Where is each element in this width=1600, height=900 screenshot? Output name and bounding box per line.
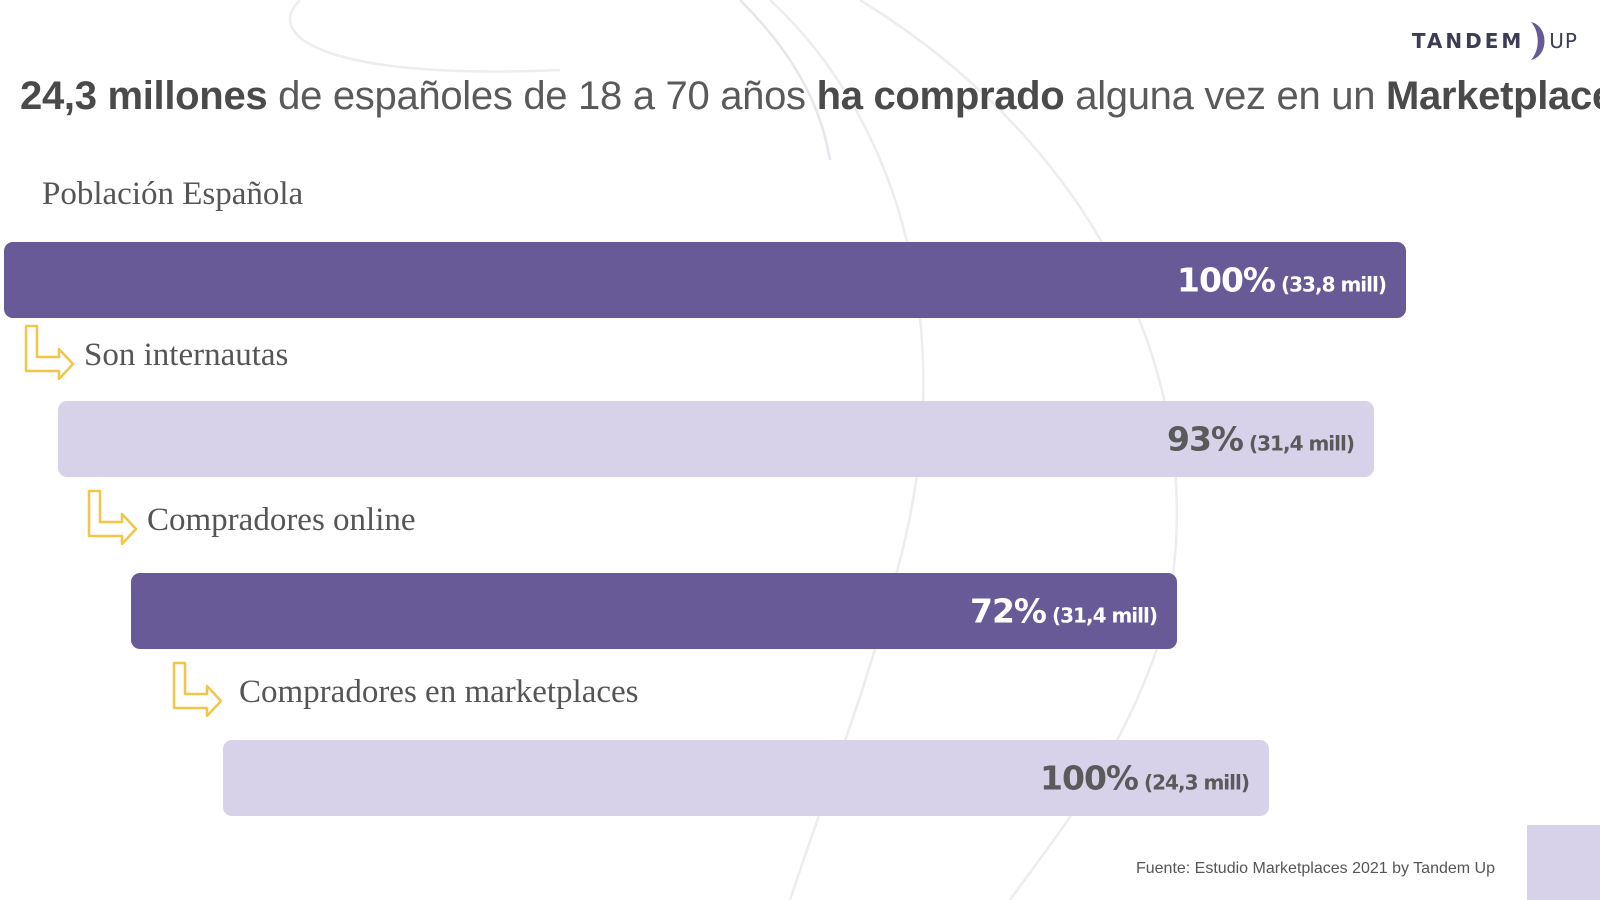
branch-arrow-icon: [172, 661, 223, 717]
corner-block: [1527, 825, 1600, 900]
headline-segment: ha comprado: [816, 74, 1065, 118]
bar-amount: (24,3 mill): [1144, 770, 1250, 795]
bar-amount: (31,4 mill): [1052, 603, 1158, 628]
bar-percent: 100%: [1177, 260, 1276, 300]
headline-segment: Marketplace: [1385, 74, 1600, 118]
bar-percent: 72%: [970, 591, 1047, 631]
funnel-bar: 100% (24,3 mill): [223, 740, 1269, 816]
level-label: Compradores en marketplaces: [239, 674, 639, 710]
headline-segment: alguna vez en un: [1064, 74, 1386, 118]
source-note: Fuente: Estudio Marketplaces 2021 by Tan…: [1135, 860, 1495, 877]
logo-wordmark: TANDEM: [1411, 29, 1525, 53]
headline-segment: de españoles de 18 a 70 años: [267, 74, 817, 118]
bar-value-label: 72% (31,4 mill): [970, 591, 1158, 631]
logo: TANDEM UP: [1412, 20, 1578, 62]
funnel-bar: 93% (31,4 mill): [58, 401, 1374, 477]
page-title: 24,3 millones de españoles de 18 a 70 añ…: [20, 74, 1600, 119]
bar-value-label: 100% (24,3 mill): [1040, 758, 1250, 798]
logo-crescent-icon: [1531, 22, 1545, 60]
bar-value-label: 100% (33,8 mill): [1177, 260, 1387, 300]
bar-percent: 100%: [1040, 758, 1139, 798]
bar-value-label: 93% (31,4 mill): [1167, 419, 1355, 459]
level-label: Compradores online: [147, 502, 416, 538]
bar-amount: (33,8 mill): [1281, 272, 1387, 297]
bar-amount: (31,4 mill): [1249, 431, 1355, 456]
branch-arrow-icon: [87, 489, 138, 545]
headline-segment: 24,3 millones: [20, 74, 268, 118]
funnel-bar: 72% (31,4 mill): [131, 573, 1177, 649]
branch-arrow-icon: [24, 324, 75, 380]
logo-suffix: UP: [1549, 29, 1578, 53]
bar-percent: 93%: [1167, 419, 1244, 459]
level-label: Población Española: [42, 176, 304, 212]
level-label: Son internautas: [84, 337, 289, 373]
funnel-bar: 100% (33,8 mill): [4, 242, 1406, 318]
